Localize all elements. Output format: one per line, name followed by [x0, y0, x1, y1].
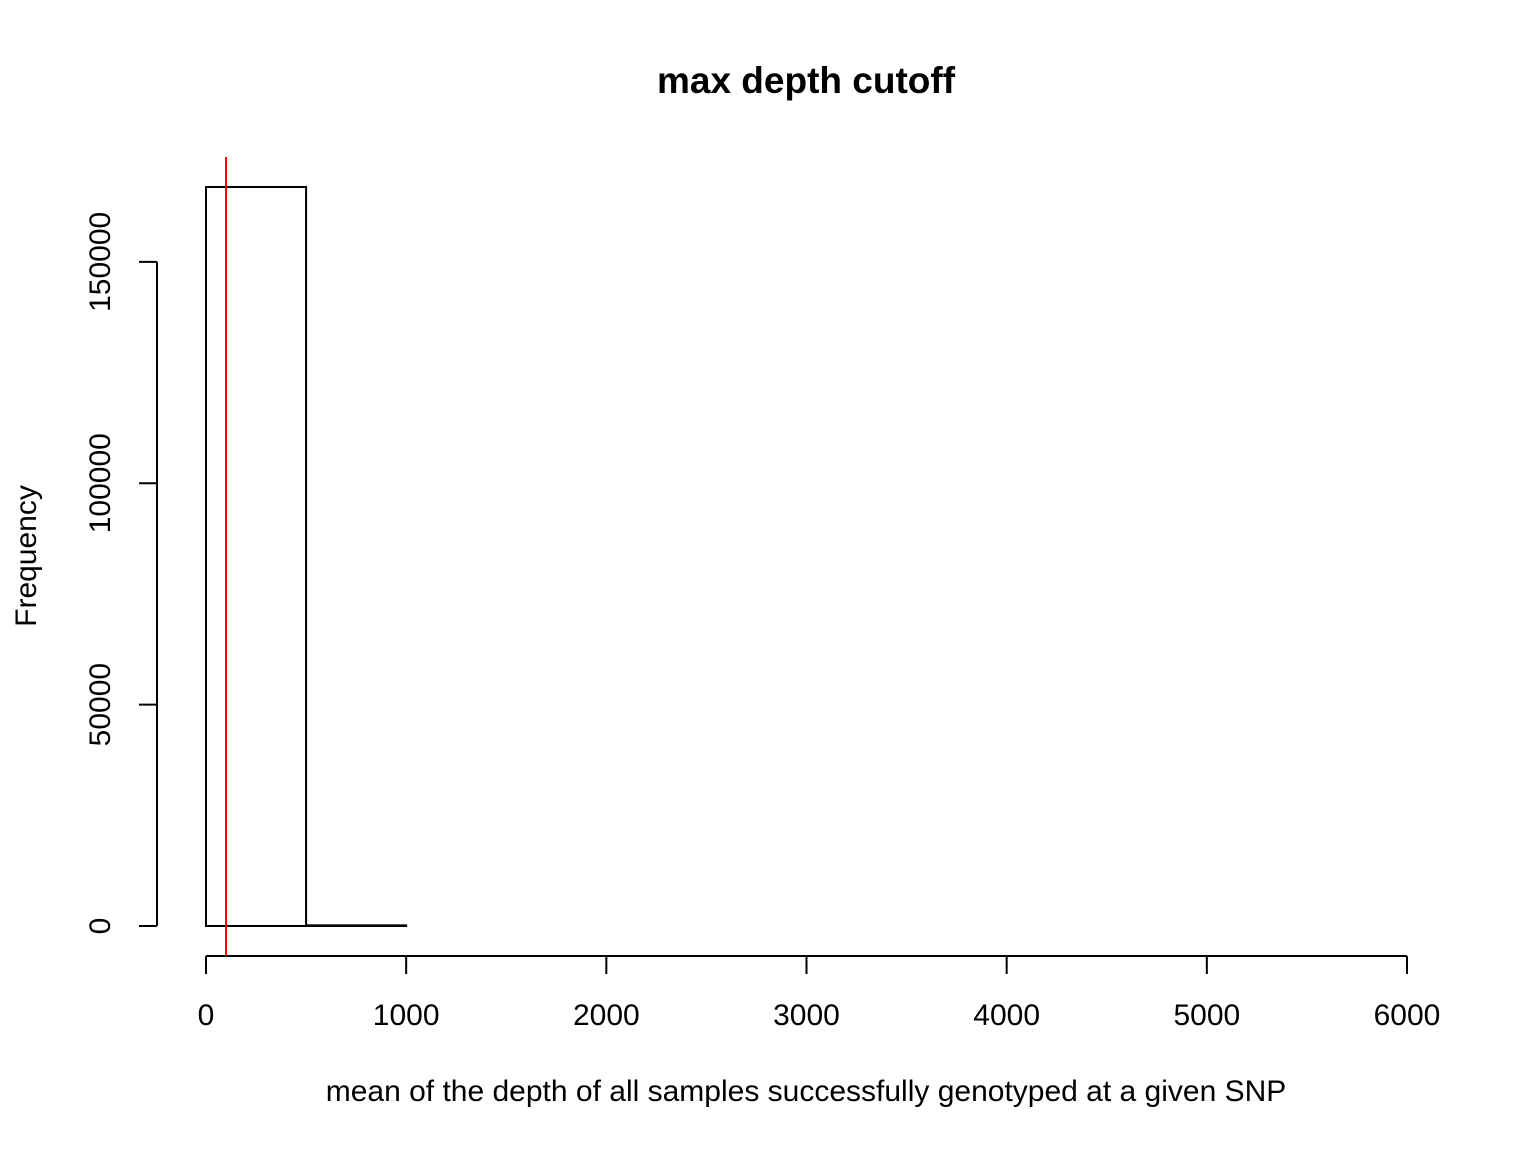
- x-tick-label: 2000: [573, 999, 640, 1032]
- y-axis: 0 50000 100000 150000: [84, 212, 158, 935]
- histogram-bar: [205, 186, 308, 927]
- y-tick-label: 100000: [84, 433, 117, 533]
- x-tick-label: 5000: [1173, 999, 1240, 1032]
- y-tick-label: 150000: [84, 212, 117, 312]
- x-axis: 0 1000 2000 3000 4000 5000 6000: [198, 955, 1441, 1032]
- x-tick-label: 3000: [773, 999, 840, 1032]
- x-tick-label: 1000: [373, 999, 440, 1032]
- x-tick-label: 0: [198, 999, 215, 1032]
- histogram-bar: [305, 924, 408, 927]
- y-tick-label: 50000: [84, 663, 117, 746]
- x-axis-label: mean of the depth of all samples success…: [326, 1075, 1287, 1108]
- y-tick-label: 0: [84, 918, 117, 935]
- chart-title: max depth cutoff: [657, 60, 956, 101]
- x-tick-label: 6000: [1374, 999, 1441, 1032]
- x-tick-label: 4000: [973, 999, 1040, 1032]
- histogram-bars: [205, 186, 408, 927]
- y-axis-label: Frequency: [10, 485, 43, 627]
